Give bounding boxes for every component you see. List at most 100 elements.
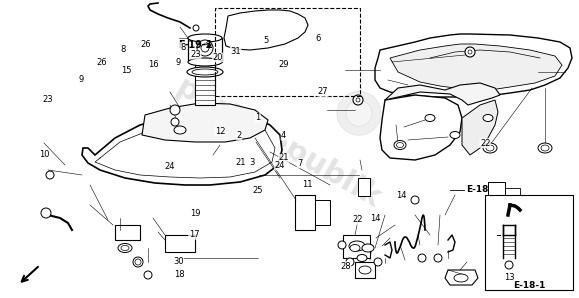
- Text: 21: 21: [278, 153, 289, 162]
- Circle shape: [337, 91, 381, 135]
- Ellipse shape: [359, 266, 371, 274]
- Text: 22: 22: [352, 215, 362, 224]
- Circle shape: [201, 44, 209, 52]
- Text: 23: 23: [43, 95, 53, 104]
- Ellipse shape: [450, 131, 460, 139]
- Ellipse shape: [349, 241, 365, 251]
- Text: 12: 12: [215, 127, 225, 136]
- Polygon shape: [224, 10, 308, 50]
- Polygon shape: [315, 200, 330, 225]
- Text: 8: 8: [120, 45, 126, 54]
- Ellipse shape: [454, 274, 468, 282]
- Polygon shape: [82, 115, 282, 185]
- Ellipse shape: [118, 243, 132, 252]
- Text: 23: 23: [190, 50, 201, 59]
- Circle shape: [505, 261, 513, 269]
- Polygon shape: [355, 262, 375, 278]
- Circle shape: [171, 118, 179, 126]
- Polygon shape: [375, 34, 572, 97]
- Text: 2: 2: [236, 131, 242, 140]
- Ellipse shape: [174, 126, 186, 134]
- Polygon shape: [462, 100, 498, 155]
- Text: E-18: E-18: [466, 185, 488, 195]
- Text: 10: 10: [39, 150, 49, 159]
- Polygon shape: [390, 44, 562, 90]
- Text: 9: 9: [175, 58, 181, 67]
- Ellipse shape: [486, 145, 494, 151]
- Ellipse shape: [188, 34, 222, 42]
- Ellipse shape: [541, 145, 549, 151]
- Ellipse shape: [192, 69, 218, 75]
- Ellipse shape: [397, 142, 404, 148]
- Text: partsrepublik: partsrepublik: [170, 72, 386, 214]
- Ellipse shape: [350, 244, 360, 252]
- Text: 14: 14: [396, 191, 406, 200]
- Polygon shape: [295, 195, 315, 230]
- Polygon shape: [505, 188, 520, 202]
- Polygon shape: [142, 103, 268, 142]
- Ellipse shape: [121, 246, 129, 251]
- Text: 17: 17: [189, 230, 199, 239]
- Circle shape: [41, 208, 51, 218]
- Circle shape: [346, 258, 354, 266]
- Circle shape: [193, 25, 199, 31]
- Ellipse shape: [357, 254, 367, 262]
- Text: 24: 24: [164, 162, 175, 171]
- Polygon shape: [188, 38, 222, 62]
- Circle shape: [465, 47, 475, 57]
- Text: 18: 18: [174, 270, 185, 279]
- Text: 19: 19: [190, 209, 201, 218]
- Text: 31: 31: [230, 47, 241, 56]
- Circle shape: [133, 257, 143, 267]
- Text: 13: 13: [504, 273, 515, 282]
- Polygon shape: [115, 225, 140, 240]
- Text: 20: 20: [212, 53, 223, 62]
- Circle shape: [434, 254, 442, 262]
- Text: E-18-1: E-18-1: [513, 280, 545, 289]
- Polygon shape: [343, 235, 370, 258]
- Circle shape: [170, 105, 180, 115]
- Text: 5: 5: [263, 36, 269, 45]
- Polygon shape: [380, 95, 462, 160]
- Text: 8: 8: [180, 43, 186, 52]
- Text: F-19-1: F-19-1: [178, 40, 213, 50]
- Polygon shape: [488, 182, 505, 208]
- Text: 21: 21: [235, 158, 245, 167]
- Text: 29: 29: [278, 60, 289, 69]
- Text: 7: 7: [297, 159, 303, 168]
- Bar: [485, 195, 573, 290]
- Circle shape: [411, 196, 419, 204]
- Text: 30: 30: [173, 257, 184, 266]
- Circle shape: [135, 259, 141, 265]
- Circle shape: [353, 95, 363, 105]
- Polygon shape: [385, 83, 500, 105]
- Ellipse shape: [394, 140, 406, 150]
- Ellipse shape: [188, 58, 222, 66]
- Ellipse shape: [362, 244, 374, 252]
- Text: 27: 27: [318, 87, 328, 96]
- Text: 22: 22: [480, 139, 490, 148]
- Text: 6: 6: [316, 34, 321, 43]
- Circle shape: [197, 40, 213, 56]
- Text: 3: 3: [249, 158, 255, 167]
- Text: 11: 11: [302, 180, 312, 189]
- Circle shape: [46, 171, 54, 179]
- Circle shape: [338, 241, 346, 249]
- Text: 28: 28: [340, 262, 351, 271]
- Circle shape: [418, 254, 426, 262]
- Circle shape: [144, 271, 152, 279]
- Ellipse shape: [538, 143, 552, 153]
- Text: 24: 24: [274, 161, 285, 170]
- Text: 16: 16: [148, 60, 159, 69]
- Polygon shape: [165, 235, 195, 252]
- Polygon shape: [445, 270, 478, 285]
- Ellipse shape: [483, 114, 493, 122]
- Text: 26: 26: [96, 58, 107, 67]
- Ellipse shape: [483, 143, 497, 153]
- Circle shape: [356, 98, 360, 102]
- Text: 1: 1: [255, 113, 261, 122]
- Text: 15: 15: [121, 66, 131, 75]
- Text: 14: 14: [370, 214, 380, 223]
- Circle shape: [346, 100, 372, 126]
- Text: 4: 4: [281, 131, 287, 140]
